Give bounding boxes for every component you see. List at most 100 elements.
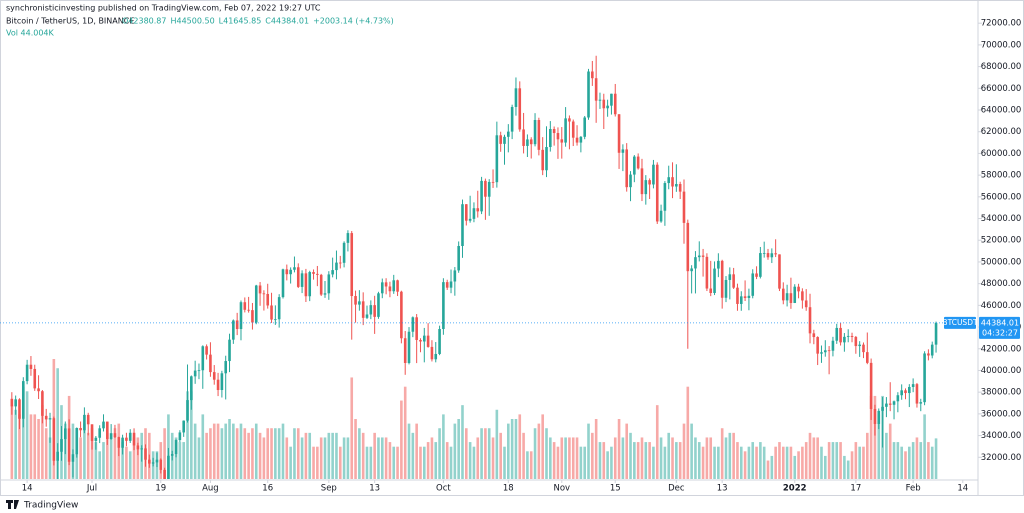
volume-bar — [663, 446, 667, 479]
candle-body — [579, 136, 583, 143]
candle-body — [793, 286, 797, 303]
volume-bar — [109, 437, 113, 479]
candle-body — [262, 293, 266, 295]
y-tick-label: 52000.00 — [981, 236, 1022, 246]
candle-body — [518, 88, 522, 130]
y-tick-label: 46000.00 — [981, 301, 1022, 311]
volume-bar — [434, 442, 438, 479]
volume-bar — [243, 428, 247, 479]
candle-body — [491, 181, 495, 183]
candle-body — [90, 424, 94, 441]
candle-body — [923, 353, 926, 403]
volume-bar — [682, 423, 686, 479]
volume-bar — [816, 437, 819, 479]
candle-body — [457, 245, 460, 271]
volume-bar — [568, 437, 571, 479]
x-tick-label: Dec — [668, 484, 685, 494]
candle-body — [178, 432, 182, 441]
candle-body — [52, 418, 56, 461]
candle-body — [331, 270, 334, 275]
candle-body — [675, 184, 678, 187]
candle-body — [243, 302, 247, 310]
candle-body — [789, 293, 793, 303]
volume-bar — [713, 446, 716, 479]
candle-body — [652, 164, 655, 185]
y-tick-label: 42000.00 — [981, 344, 1022, 354]
candle-body — [480, 180, 483, 212]
candle-body — [64, 428, 67, 440]
y-tick-label: 32000.00 — [981, 453, 1022, 463]
candle-body — [251, 310, 254, 323]
volume-bar — [205, 432, 208, 479]
candle-body — [827, 350, 831, 352]
volume-bar — [327, 432, 331, 479]
volume-bar — [598, 442, 602, 479]
volume-bar — [25, 391, 29, 479]
volume-bar — [136, 437, 140, 479]
volume-bar — [342, 437, 346, 479]
x-tick-label: 16 — [262, 484, 273, 494]
volume-bar — [533, 428, 537, 479]
y-tick-label: 68000.00 — [981, 62, 1022, 72]
volume-bar — [247, 432, 250, 479]
candle-body — [781, 288, 785, 301]
candle-body — [812, 333, 816, 338]
volume-bar — [480, 428, 483, 479]
candle-body — [930, 344, 934, 356]
candle-body — [79, 427, 82, 431]
candle-body — [434, 353, 438, 360]
volume-bar — [285, 437, 289, 479]
x-tick-label: Oct — [436, 484, 451, 494]
volume-bar — [633, 442, 636, 479]
countdown-tag: 04:32:27 — [982, 328, 1018, 337]
candle-body — [86, 414, 90, 425]
volume-bar — [468, 442, 472, 479]
candle-body — [487, 181, 491, 197]
candle-body — [128, 432, 132, 441]
volume-bar — [174, 437, 178, 479]
candle-body — [697, 255, 701, 258]
volume-bar — [541, 414, 544, 479]
candle-body — [831, 340, 835, 351]
volume-bar — [526, 451, 529, 479]
candle-body — [396, 280, 399, 292]
candle-body — [625, 149, 629, 188]
candle-body — [526, 139, 529, 146]
volume-bar — [361, 432, 365, 479]
candle-body — [392, 280, 396, 292]
volume-bar — [358, 428, 361, 479]
candle-body — [422, 335, 426, 342]
volume-bar — [789, 446, 793, 479]
volume-bar — [923, 414, 926, 479]
candle-body — [571, 121, 575, 138]
volume-bar — [888, 423, 892, 479]
candle-body — [908, 386, 911, 394]
volume-bar — [293, 428, 296, 479]
volume-bar — [804, 442, 808, 479]
candle-body — [98, 428, 101, 438]
candle-body — [644, 180, 648, 195]
price-tag: 44384.01 — [981, 318, 1019, 327]
candle-body — [41, 391, 44, 416]
volume-bar — [193, 423, 197, 479]
x-tick-label: 15 — [610, 484, 621, 494]
volume-bar — [655, 405, 659, 479]
candle-body — [591, 71, 594, 79]
candle-body — [346, 233, 350, 243]
candle-body — [109, 433, 113, 439]
footer-brand: TradingView — [23, 501, 78, 511]
volume-bar — [251, 428, 254, 479]
ohlc-value: H44500.50 — [170, 17, 214, 26]
candle-body — [896, 395, 900, 402]
candle-body — [613, 93, 617, 115]
y-tick-label: 60000.00 — [981, 149, 1022, 159]
candle-body — [209, 354, 212, 373]
volume-bar — [652, 446, 655, 479]
volume-bar — [583, 446, 586, 479]
candle-body — [934, 322, 938, 345]
candle-body — [186, 400, 189, 421]
candle-body — [495, 135, 499, 183]
candle-body — [174, 440, 178, 455]
volume-bar — [392, 446, 396, 479]
volume-bar — [919, 442, 923, 479]
